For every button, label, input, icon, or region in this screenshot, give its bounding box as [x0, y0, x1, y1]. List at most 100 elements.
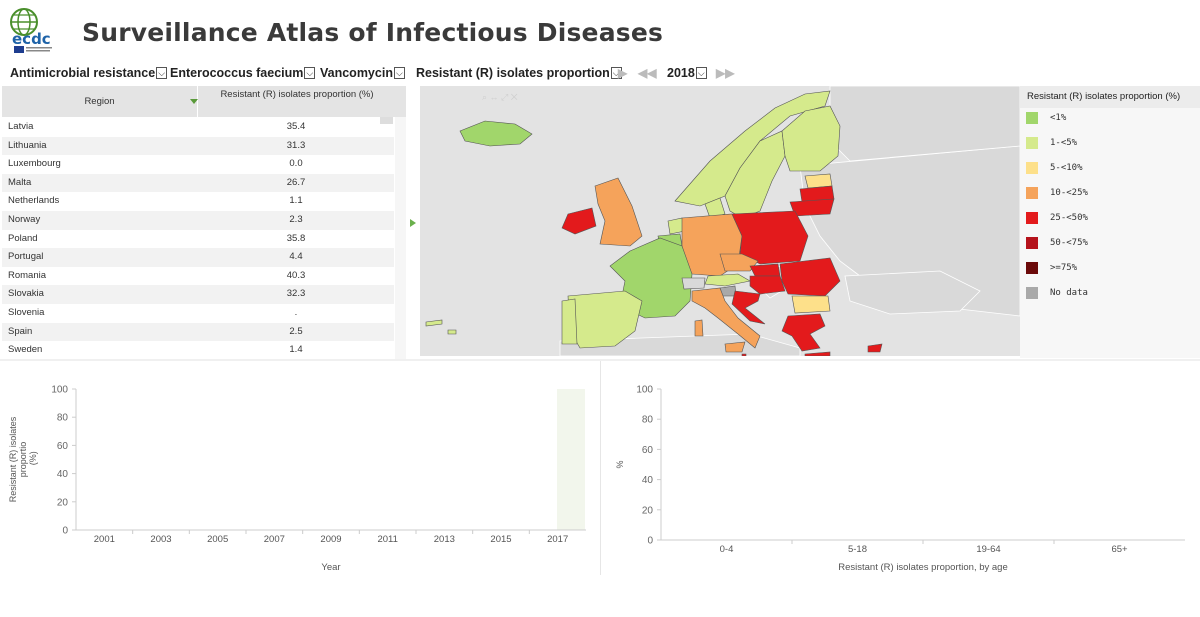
country-switzerland[interactable]	[681, 277, 706, 290]
country-crete[interactable]	[804, 351, 831, 356]
row-value: 32.3	[286, 288, 306, 300]
country-uk[interactable]	[594, 177, 643, 247]
row-value: 40.3	[286, 269, 306, 281]
table-row[interactable]: Portugal 4.4	[2, 248, 394, 267]
table-row[interactable]: Spain 2.5	[2, 322, 394, 342]
y-tick-label: 60	[57, 441, 69, 452]
map-legend: Resistant (R) isolates proportion (%) <1…	[1020, 86, 1200, 358]
x-tick-label: 5-18	[848, 544, 867, 555]
table-row[interactable]: Slovakia 32.3	[2, 285, 394, 304]
trend-chart[interactable]: 0 20 40 60 80 100 2001 2003 2005 2007 2009 2011 2013…	[0, 362, 600, 574]
legend-label: No data	[1050, 288, 1088, 298]
country-estonia[interactable]	[804, 173, 833, 189]
svg-text:ecdc: ecdc	[12, 30, 51, 48]
year-selector[interactable]: 2018 ⌵	[667, 66, 707, 80]
x-tick-label: 65+	[1111, 544, 1128, 555]
row-region: Netherlands	[8, 195, 60, 207]
play-icon[interactable]: ▶	[618, 66, 628, 80]
map-zoom-controls[interactable]: ⌕ ↔ ⤢ ✕	[482, 92, 518, 102]
table-row[interactable]: Slovenia.	[2, 304, 394, 323]
x-tick-label: 19-64	[976, 544, 1000, 555]
column-header-region[interactable]: Region	[2, 86, 198, 117]
legend-label: 50-<75%	[1050, 238, 1088, 248]
country-croatia[interactable]	[731, 290, 766, 325]
country-poland[interactable]	[731, 210, 809, 265]
country-hungary[interactable]	[749, 275, 786, 295]
y-tick-label: 100	[636, 385, 653, 396]
row-region: Lithuania	[8, 139, 47, 151]
table-row[interactable]: Sweden 1.4	[2, 341, 394, 360]
country-sardinia[interactable]	[694, 319, 704, 337]
country-bulgaria[interactable]	[791, 295, 831, 314]
map-land-turkey	[844, 270, 981, 315]
europe-map[interactable]: ⌕ ↔ ⤢ ✕	[420, 86, 1020, 356]
table-row[interactable]: Latvia 35.4	[2, 118, 394, 137]
table-row[interactable]: Norway 2.3	[2, 210, 394, 230]
table-row[interactable]: Lithuania 31.3	[2, 136, 394, 156]
country-denmark[interactable]	[704, 197, 726, 219]
row-value: 35.4	[286, 121, 306, 132]
y-tick-label: 80	[57, 413, 69, 424]
row-region: Malta	[8, 176, 32, 188]
row-region: Slovakia	[8, 288, 44, 300]
country-romania[interactable]	[779, 257, 841, 297]
chart-divider	[600, 361, 601, 575]
y-axis-title: %	[615, 460, 625, 468]
previous-year-icon[interactable]: ◀◀	[638, 66, 657, 80]
country-malta[interactable]	[741, 353, 747, 356]
disease-group-selector[interactable]: Antimicrobial resistance ⌵	[10, 66, 168, 80]
x-tick-label: 2017	[547, 534, 568, 545]
table-row[interactable]: Netherlands 1.1	[2, 192, 394, 211]
y-axis-title-line: %	[615, 460, 625, 468]
table-scrollbar[interactable]	[395, 117, 406, 360]
y-tick-label: 0	[647, 536, 653, 547]
country-finland[interactable]	[781, 105, 841, 172]
table-header: Region Resistant (R) isolates proportion…	[2, 86, 406, 117]
dropdown-icon: ⌵	[304, 67, 316, 79]
column-header-value[interactable]: Resistant (R) isolates proportion (%)	[220, 89, 374, 100]
legend-swatch	[1026, 187, 1038, 199]
dropdown-icon: ⌵	[393, 67, 405, 79]
legend-title: Resistant (R) isolates proportion (%)	[1020, 86, 1200, 108]
country-canary-islands[interactable]	[425, 319, 443, 327]
legend-label: 1-<5%	[1050, 138, 1078, 148]
expand-panel-icon[interactable]	[410, 219, 416, 227]
sort-desc-icon[interactable]	[190, 99, 198, 104]
legend-label: 5-<10%	[1050, 163, 1083, 173]
ecdc-logo[interactable]: ecdc	[4, 4, 64, 54]
country-madeira[interactable]	[447, 329, 457, 335]
x-axis-title: Year	[321, 562, 340, 573]
y-tick-label: 20	[57, 497, 69, 508]
header: ecdc Surveillance Atlas of Infectious Di…	[0, 0, 1200, 62]
pathogen-selector[interactable]: Enterococcus faecium ⌵	[170, 66, 316, 80]
country-italy[interactable]	[691, 287, 761, 349]
country-sicily[interactable]	[724, 341, 746, 353]
legend-swatch	[1026, 137, 1038, 149]
indicator-selector[interactable]: Resistant (R) isolates proportion ⌵	[416, 66, 622, 80]
legend-swatch	[1026, 112, 1038, 124]
y-axis-title-line: (%)	[28, 451, 38, 468]
country-austria[interactable]	[704, 273, 751, 287]
map-svg[interactable]	[420, 86, 1020, 356]
country-greece[interactable]	[781, 313, 826, 352]
x-axis-title: Resistant (R) isolates proportion, by ag…	[838, 562, 1008, 573]
country-cyprus[interactable]	[867, 343, 883, 353]
country-slovakia[interactable]	[749, 263, 781, 277]
row-region: Portugal	[8, 251, 44, 263]
x-tick-label: 0-4	[720, 544, 734, 555]
y-axis-title-line: proportio	[18, 442, 28, 478]
country-iceland[interactable]	[459, 120, 533, 147]
globe-icon	[10, 8, 38, 36]
country-portugal[interactable]	[561, 298, 578, 345]
country-ireland[interactable]	[561, 207, 597, 235]
table-row[interactable]: Malta 26.7	[2, 173, 394, 193]
antibiotic-selector[interactable]: Vancomycin ⌵	[320, 66, 405, 80]
y-tick-label: 80	[642, 415, 654, 426]
table-row[interactable]: Romania 40.3	[2, 267, 394, 286]
table-row[interactable]: Poland 35.8	[2, 230, 394, 249]
next-year-icon[interactable]: ▶▶	[716, 66, 735, 80]
legend-label: 10-<25%	[1050, 188, 1088, 198]
table-row[interactable]: Luxembourg 0.0	[2, 155, 394, 174]
age-chart[interactable]: 0 20 40 60 80 100 0-4 5-18 19-64 65+ Resistant (R)…	[601, 362, 1200, 574]
x-tick-label: 2007	[264, 534, 285, 545]
